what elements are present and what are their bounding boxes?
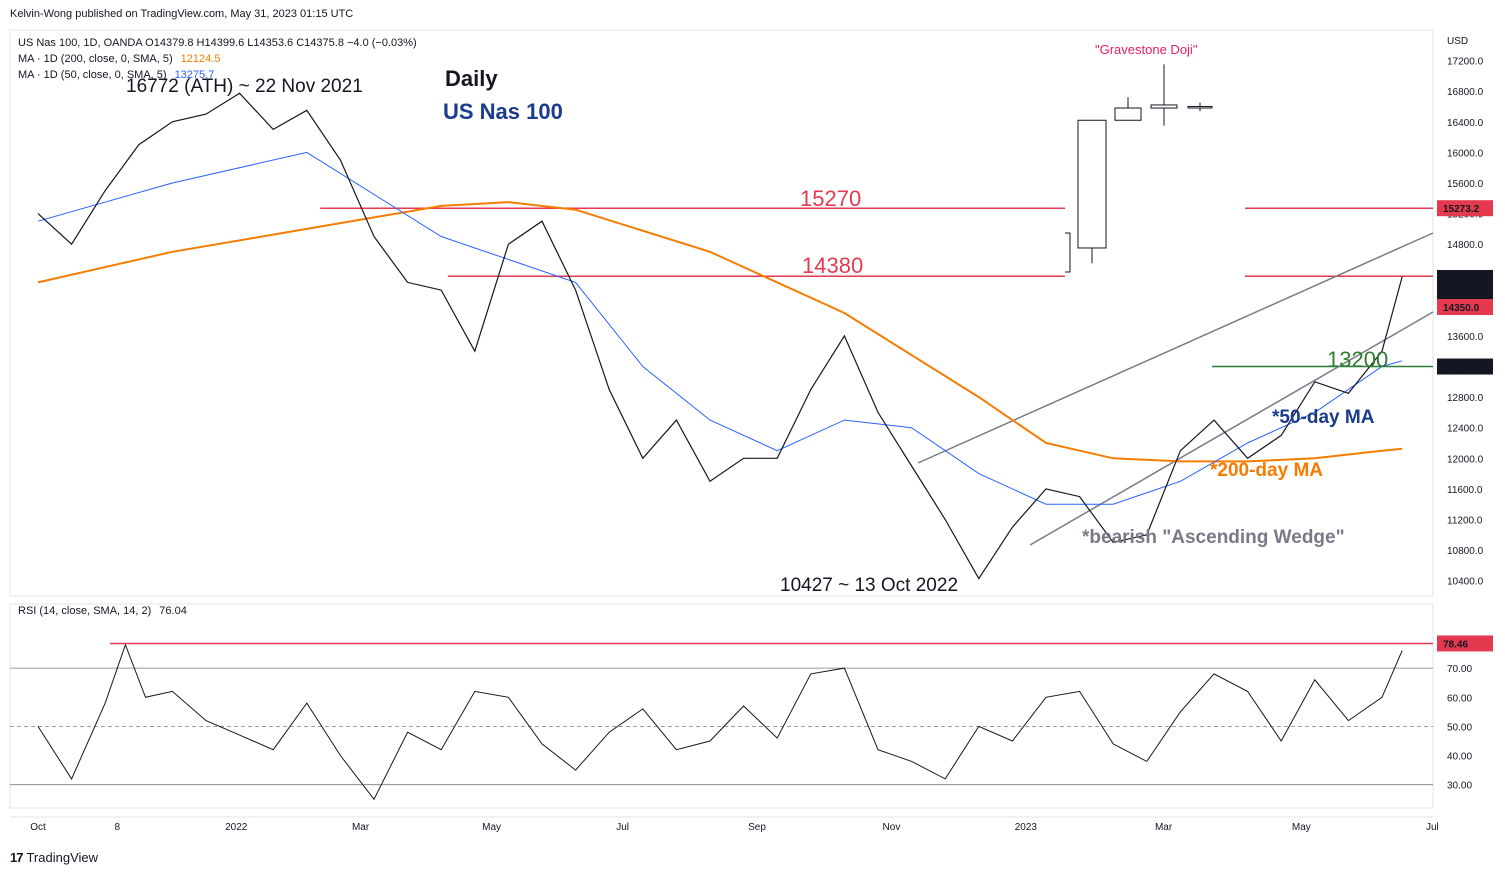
legend-ma200: MA · 1D (200, close, 0, SMA, 5) 12124.5 [18, 53, 220, 65]
wedge-upper-line [917, 232, 1434, 464]
time-axis-tick: May [482, 822, 501, 833]
tag-rsi-78-bg [1437, 635, 1493, 652]
tag-countdown-bg [1437, 284, 1493, 300]
horizontal-levels [320, 207, 1433, 368]
tradingview-footer[interactable]: 17 TradingView [10, 850, 98, 865]
rsi-axis-tick: 40.00 [1447, 752, 1472, 763]
tag-15273-bg [1437, 200, 1493, 217]
label-daily: Daily [445, 66, 498, 91]
price-tags: 15273.2 14375.8 19:44:02 14350.0 13196.0 78.4… [1437, 200, 1493, 652]
price-series [37, 92, 1403, 580]
legend-rsi: RSI (14, close, SMA, 14, 2) 76.04 [18, 605, 187, 617]
inset-candle-body [1077, 119, 1107, 249]
label-low: 10427 ~ 13 Oct 2022 [780, 575, 958, 596]
rsi-axis-tick: 70.00 [1447, 664, 1472, 675]
price-axis-tick: 11200.0 [1447, 516, 1483, 527]
price-axis-tick: 14800.0 [1447, 240, 1484, 251]
wedge-lower-line [1029, 311, 1434, 546]
time-axis-tick: Nov [883, 822, 901, 833]
legend-rsi-value: 76.04 [159, 605, 187, 617]
tradingview-logo-icon: 17 [10, 850, 24, 865]
price-axis-tick: 10800.0 [1447, 546, 1484, 557]
time-axis-tick: Oct [30, 822, 46, 833]
time-axis-tick: May [1292, 822, 1311, 833]
price-axis-tick: 15600.0 [1447, 179, 1484, 190]
tag-13196-bg [1437, 358, 1493, 375]
time-axis-tick: 8 [115, 822, 121, 833]
rsi-series [10, 642, 1433, 801]
inset-candle-body [1114, 107, 1142, 121]
tag-rsi-78: 78.46 [1443, 639, 1468, 650]
price-axis-tick: 16800.0 [1447, 87, 1484, 98]
price-axis-tick: 12800.0 [1447, 393, 1484, 404]
rsi-axis-tick: 60.00 [1447, 693, 1472, 704]
price-axis-tick: 12400.0 [1447, 424, 1484, 435]
chart-frames [9, 29, 1434, 818]
price-axis-tick: 10400.0 [1447, 577, 1484, 588]
tag-last-price-bg [1437, 270, 1493, 286]
ma50-line [37, 151, 1403, 505]
time-axis[interactable]: Oct 8 2022 Mar May Jul Sep Nov 2023 Mar May Jul [30, 822, 1439, 833]
tag-14350-bg [1437, 299, 1493, 315]
legend-ma50-value: 13275.7 [175, 69, 215, 81]
time-axis-tick: Jul [616, 822, 629, 833]
ascending-wedge [917, 232, 1434, 546]
label-level-14380: 14380 [802, 253, 863, 278]
tag-14350: 14350.0 [1443, 303, 1480, 314]
ma200-line [37, 201, 1403, 463]
label-ath: 16772 (ATH) ~ 22 Nov 2021 [126, 76, 363, 97]
gap-bracket [1065, 232, 1071, 273]
tag-13196: 13196.0 [1443, 363, 1480, 374]
price-axis-tick: 16400.0 [1447, 118, 1484, 129]
label-wedge-note: *bearish "Ascending Wedge" [1082, 527, 1345, 548]
label-title: US Nas 100 [443, 99, 563, 124]
price-pane-frame [9, 29, 1434, 597]
ma200-series [37, 201, 1403, 463]
time-axis-tick: Mar [1155, 822, 1173, 833]
price-axis-tick: 11600.0 [1447, 485, 1483, 496]
inset-candle-body [1187, 105, 1213, 109]
time-axis-tick: Sep [748, 822, 766, 833]
price-axis-currency: USD [1447, 36, 1468, 47]
tag-15273: 15273.2 [1443, 204, 1480, 215]
time-axis-tick: 2023 [1015, 822, 1038, 833]
price-axis-tick: 12000.0 [1447, 454, 1484, 465]
legend-ma50: MA · 1D (50, close, 0, SMA, 5) 13275.7 [18, 69, 214, 81]
price-line [37, 92, 1403, 580]
tag-last-price: 14375.8 [1443, 274, 1480, 285]
legend-ma200-value: 12124.5 [181, 53, 221, 65]
label-gravestone: "Gravestone Doji" [1095, 42, 1198, 57]
inset-candle-body [1150, 104, 1178, 109]
price-axis-tick: 17200.0 [1447, 57, 1484, 68]
label-level-15270: 15270 [800, 186, 861, 211]
price-axis-tick: 16000.0 [1447, 148, 1484, 159]
publisher-header: Kelvin-Wong published on TradingView.com… [10, 8, 354, 20]
rsi-axis-tick: 30.00 [1447, 781, 1472, 792]
time-axis-tick: Jul [1426, 822, 1439, 833]
tradingview-brand: TradingView [26, 850, 99, 865]
legend-symbol: US Nas 100, 1D, OANDA O14379.8 H14399.6 … [18, 37, 417, 49]
ma50-series [37, 151, 1403, 505]
label-ma50-note: *50-day MA [1272, 407, 1375, 428]
rsi-line [37, 643, 1403, 801]
rsi-pane-frame [9, 603, 1434, 809]
rsi-axis-tick: 50.00 [1447, 722, 1472, 733]
label-ma200-note: *200-day MA [1210, 460, 1323, 481]
time-axis-tick: 2022 [225, 822, 248, 833]
time-axis-tick: Mar [352, 822, 370, 833]
tag-countdown: 19:44:02 [1443, 288, 1483, 299]
inset-candles [1065, 64, 1213, 273]
price-axis-tick: 13600.0 [1447, 332, 1484, 343]
label-level-13200: 13200 [1327, 347, 1388, 372]
